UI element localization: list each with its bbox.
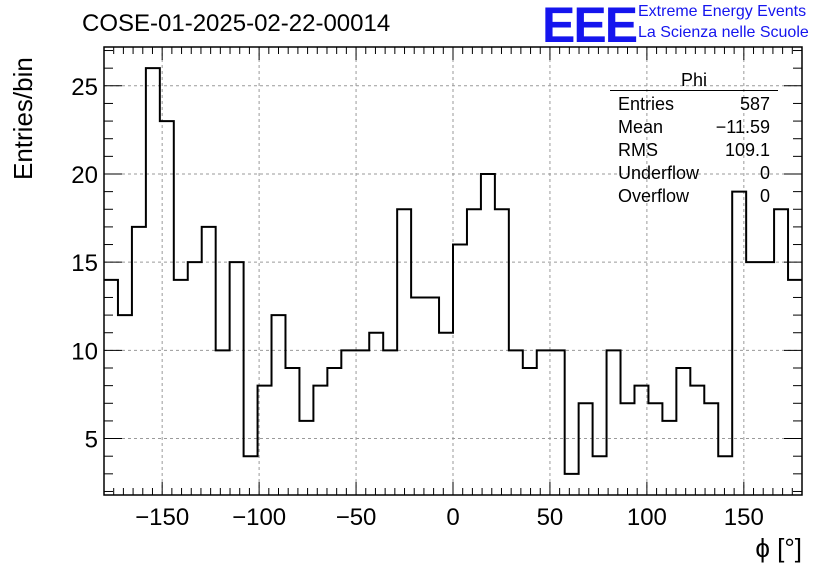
axis-tick-labels: −150 −100 −50 0 50 100 150 5 10 15 20 25: [71, 74, 764, 531]
y-axis-label: Entries/bin: [8, 57, 38, 180]
stats-value: 109.1: [724, 140, 770, 160]
x-tick-label: −50: [336, 504, 377, 531]
stats-label: Mean: [618, 117, 664, 137]
y-tick-label: 10: [71, 338, 98, 365]
y-tick-label: 20: [71, 162, 98, 189]
x-tick-label: −100: [232, 504, 286, 531]
stats-row-overflow: Overflow 0: [610, 185, 778, 208]
x-tick-label: −150: [135, 504, 189, 531]
logo-line-2: La Scienza nelle Scuole: [638, 24, 809, 41]
stats-box: Phi Entries 587 Mean −11.59 RMS 109.1 Un…: [610, 70, 778, 208]
stats-label: RMS: [618, 140, 658, 160]
x-tick-label: 100: [627, 504, 667, 531]
x-axis-label: ϕ [°]: [755, 533, 802, 563]
y-tick-label: 15: [71, 250, 98, 277]
histogram-outline: [104, 67, 802, 475]
y-tick-label: 25: [71, 74, 98, 101]
axis-ticks: [104, 47, 802, 495]
x-tick-label: 50: [537, 504, 564, 531]
x-tick-label: 0: [446, 504, 459, 531]
stats-value: −11.59: [715, 117, 770, 137]
stats-value: 0: [759, 163, 770, 183]
stats-value: 587: [739, 94, 770, 114]
x-tick-label: 150: [724, 504, 764, 531]
stats-label: Overflow: [618, 186, 690, 206]
chart-title: COSE-01-2025-02-22-00014: [82, 10, 391, 37]
stats-title: Phi: [610, 70, 778, 91]
stats-row-mean: Mean −11.59: [610, 116, 778, 139]
y-tick-label: 5: [85, 427, 98, 454]
eee-logo: EEE: [542, 0, 638, 53]
stats-row-entries: Entries 587: [610, 93, 778, 116]
logo-line-1: Extreme Energy Events: [638, 3, 807, 20]
stats-label: Underflow: [618, 163, 700, 183]
stats-row-underflow: Underflow 0: [610, 162, 778, 185]
stats-value: 0: [759, 186, 770, 206]
stats-label: Entries: [618, 94, 675, 114]
stats-row-rms: RMS 109.1: [610, 139, 778, 162]
